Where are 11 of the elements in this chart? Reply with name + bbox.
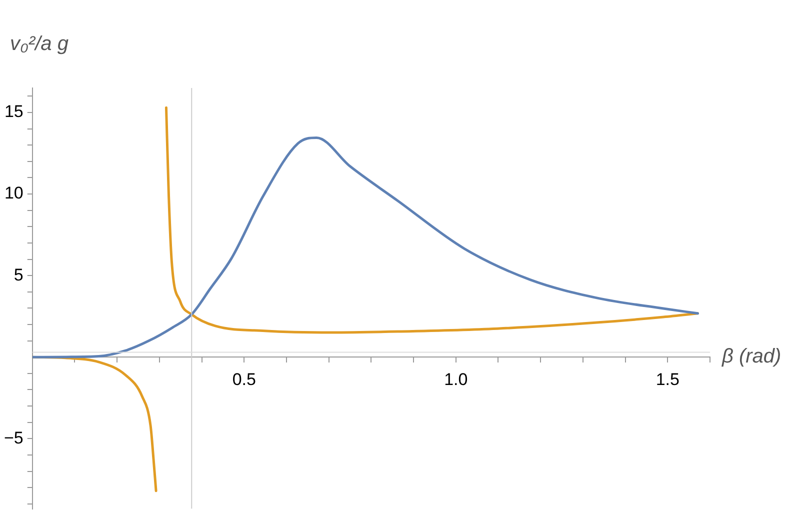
x-tick-label: 0.5 bbox=[232, 370, 256, 390]
y-tick-label: 10 bbox=[4, 184, 24, 203]
y-tick-label: 15 bbox=[4, 102, 24, 122]
x-tick-label: 1.0 bbox=[444, 370, 468, 390]
y-axis-title: v₀²/a g bbox=[10, 33, 68, 55]
y-tick-label: 5 bbox=[14, 265, 24, 284]
x-axis-title: β (rad) bbox=[721, 346, 782, 368]
x-tick-label: 1.5 bbox=[656, 370, 680, 390]
y-tick-label: −5 bbox=[4, 428, 24, 448]
line-series bbox=[164, 106, 699, 334]
line-series bbox=[32, 136, 699, 358]
